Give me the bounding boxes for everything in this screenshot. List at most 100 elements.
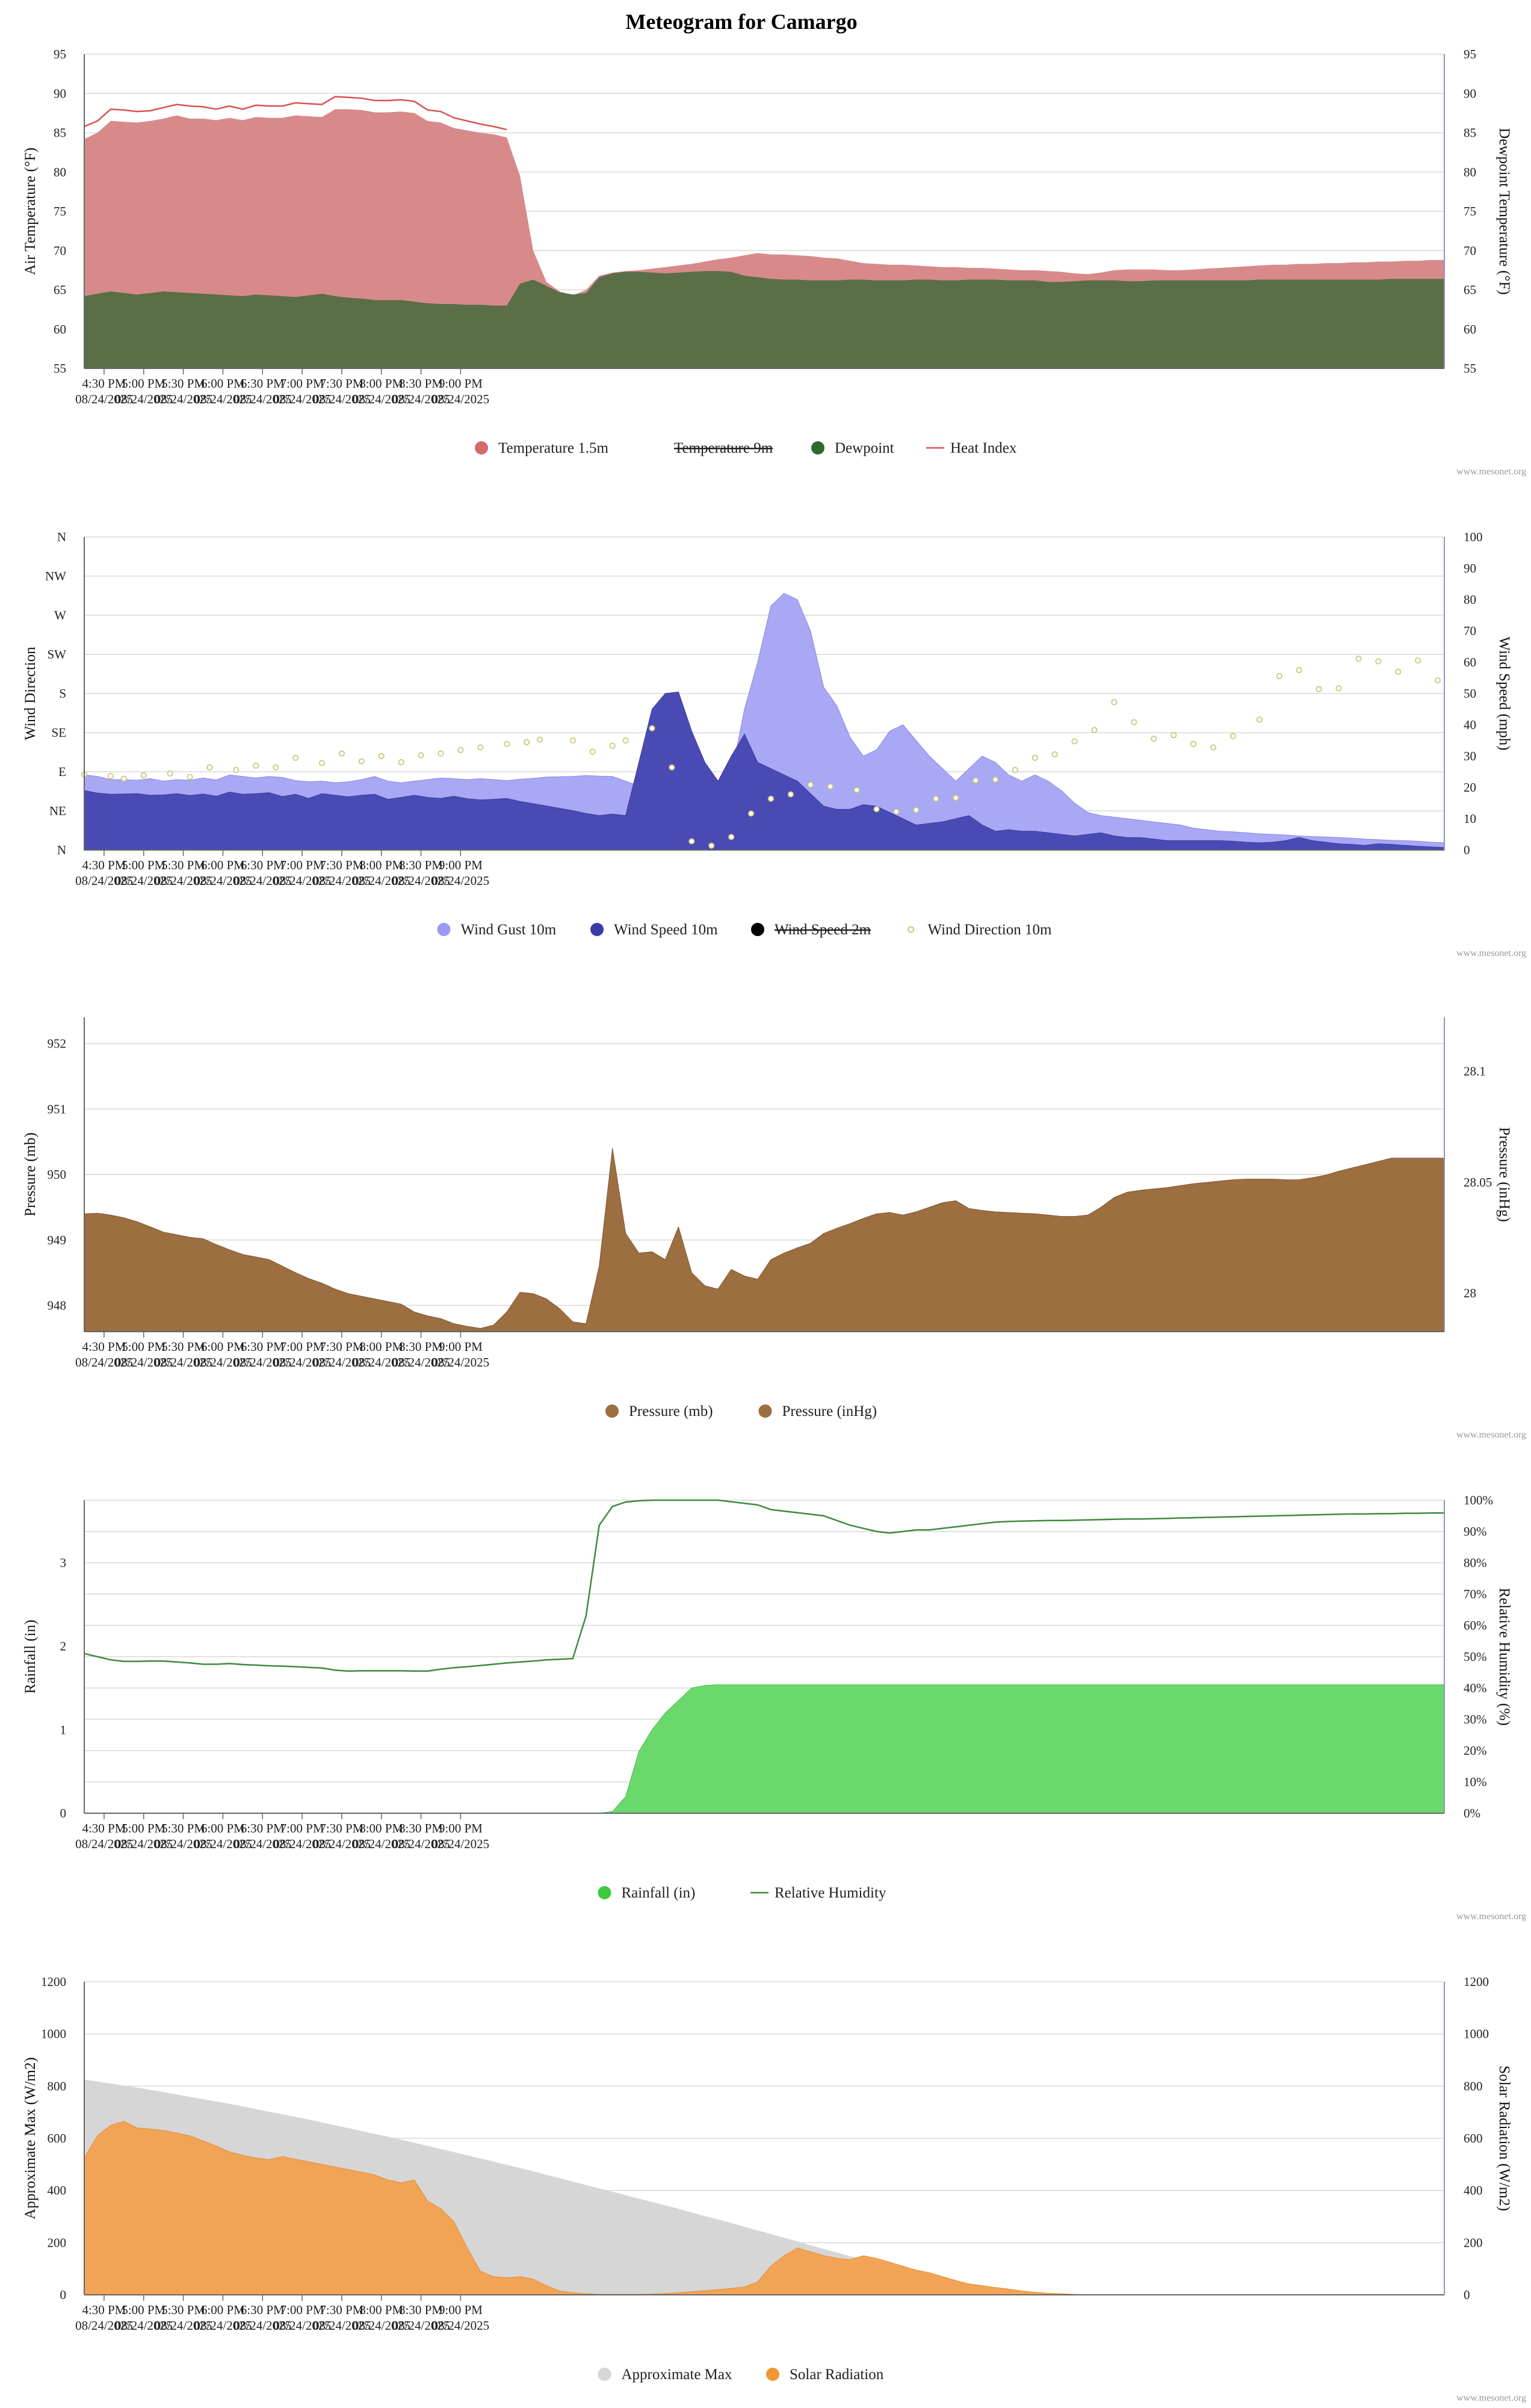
y-tick-label: 949 bbox=[48, 1233, 67, 1247]
x-tick-date: 08/24/2025 bbox=[273, 1837, 331, 1851]
wind-direction-point bbox=[688, 838, 695, 845]
x-tick-date: 08/24/2025 bbox=[432, 1355, 490, 1370]
x-tick-time: 9:00 PM bbox=[439, 1339, 483, 1354]
rainfall-area bbox=[84, 1684, 1445, 1814]
legend-label: Temperature 1.5m bbox=[498, 440, 608, 456]
x-tick-time: 8:30 PM bbox=[399, 2303, 443, 2317]
right-y-tick-label: 60 bbox=[1464, 655, 1476, 669]
x-tick-time: 8:00 PM bbox=[359, 858, 403, 872]
x-tick-date: 08/24/2025 bbox=[234, 1355, 291, 1370]
right-y-tick-label: 80 bbox=[1464, 165, 1476, 179]
y-axis-title: Approximate Max (W/m2) bbox=[22, 2057, 39, 2219]
wind-direction-point bbox=[107, 773, 114, 780]
wind-direction-point bbox=[1415, 657, 1421, 664]
x-tick-time: 7:00 PM bbox=[280, 858, 324, 872]
wind-direction-point bbox=[1012, 767, 1018, 774]
right-y-tick-label: 30% bbox=[1464, 1712, 1487, 1727]
legend-item: Solar Radiation bbox=[766, 2366, 884, 2383]
legend-label: Wind Direction 10m bbox=[928, 922, 1052, 938]
wind-direction-point bbox=[398, 759, 404, 766]
x-tick-time: 4:30 PM bbox=[82, 1339, 126, 1354]
wind-direction-point bbox=[1190, 740, 1197, 747]
x-tick-date: 08/24/2025 bbox=[155, 1355, 212, 1370]
wind-direction-point bbox=[609, 742, 616, 749]
wind-direction-point bbox=[523, 739, 530, 745]
wind-direction-point bbox=[767, 795, 775, 802]
y-tick-label: 3 bbox=[60, 1556, 67, 1570]
x-tick-time: 9:00 PM bbox=[439, 1821, 483, 1835]
x-tick-time: 4:30 PM bbox=[82, 1821, 126, 1835]
y-tick-label: 951 bbox=[48, 1102, 67, 1116]
legend-label: Wind Gust 10m bbox=[461, 922, 557, 938]
wind-direction-point bbox=[853, 787, 860, 793]
x-tick-date: 08/24/2025 bbox=[194, 392, 252, 406]
right-y-tick-label: 85 bbox=[1464, 126, 1476, 140]
right-y-tick-label: 90% bbox=[1464, 1524, 1487, 1539]
wind-direction-point bbox=[338, 750, 345, 757]
y-tick-label: 950 bbox=[48, 1167, 67, 1182]
legend-item: Heat Index bbox=[926, 440, 1017, 456]
wind-direction-point bbox=[827, 783, 834, 790]
x-tick-date: 08/24/2025 bbox=[313, 1355, 371, 1370]
legend-swatch bbox=[437, 923, 451, 936]
right-y-tick-label: 40 bbox=[1464, 718, 1476, 732]
y-tick-label: W bbox=[54, 608, 66, 622]
wind-direction-point bbox=[1375, 658, 1382, 665]
y-tick-label: 85 bbox=[54, 126, 66, 140]
right-y-tick-label: 90 bbox=[1464, 86, 1476, 101]
wind-direction-point bbox=[438, 750, 444, 757]
wind-direction-point bbox=[1131, 719, 1137, 725]
dewpoint-area bbox=[84, 271, 1444, 368]
x-tick-date: 08/24/2025 bbox=[392, 1837, 450, 1851]
wind-direction-point bbox=[418, 752, 424, 759]
x-tick-time: 6:00 PM bbox=[201, 376, 245, 391]
right-y-tick-label: 60 bbox=[1464, 322, 1476, 337]
legend-item: Temperature 1.5m bbox=[475, 440, 608, 456]
x-tick-time: 7:00 PM bbox=[280, 376, 324, 391]
wind-direction-point bbox=[913, 807, 920, 813]
wind-direction-point bbox=[504, 740, 510, 747]
x-tick-time: 5:00 PM bbox=[122, 1339, 165, 1354]
x-tick-date: 08/24/2025 bbox=[432, 874, 490, 888]
y-tick-label: NW bbox=[45, 569, 66, 583]
wind-direction-point bbox=[253, 762, 259, 769]
right-y-tick-label: 0% bbox=[1464, 1806, 1480, 1820]
wind-direction-point bbox=[669, 764, 675, 771]
legend-item: Pressure (inHg) bbox=[758, 1403, 877, 1420]
wind-direction-point bbox=[787, 791, 794, 798]
right-y-tick-label: 90 bbox=[1464, 561, 1476, 576]
humidity-line bbox=[84, 1499, 1444, 1672]
wind-direction-point bbox=[1395, 668, 1402, 675]
legend-label: Wind Speed 2m bbox=[775, 922, 871, 938]
wind-direction-point bbox=[992, 776, 999, 783]
wind-direction-point bbox=[708, 842, 715, 849]
right-y-tick-label: 75 bbox=[1464, 204, 1476, 219]
legend-item: Rainfall (in) bbox=[598, 1885, 695, 1901]
x-tick-time: 7:30 PM bbox=[320, 858, 363, 872]
right-y-tick-label: 0 bbox=[1464, 2288, 1470, 2302]
x-tick-time: 8:00 PM bbox=[359, 2303, 403, 2317]
x-tick-time: 8:00 PM bbox=[359, 1821, 403, 1835]
legend-item: Pressure (mb) bbox=[605, 1403, 713, 1420]
wind-direction-point bbox=[649, 725, 655, 731]
right-y-tick-label: 400 bbox=[1464, 2183, 1483, 2198]
x-tick-date: 08/24/2025 bbox=[115, 1355, 173, 1370]
x-tick-date: 08/24/2025 bbox=[75, 874, 133, 888]
right-y-tick-label: 28 bbox=[1464, 1286, 1476, 1300]
y-tick-label: 90 bbox=[54, 86, 66, 101]
right-y-tick-label: 70 bbox=[1464, 243, 1476, 258]
x-tick-date: 08/24/2025 bbox=[75, 1837, 133, 1851]
legend-item: Dewpoint bbox=[811, 440, 894, 456]
x-tick-date: 08/24/2025 bbox=[353, 2318, 410, 2333]
x-tick-time: 7:30 PM bbox=[320, 1821, 363, 1835]
y-tick-label: 65 bbox=[54, 283, 66, 297]
credit-text: www.mesonet.org bbox=[1456, 1430, 1526, 1440]
x-tick-date: 08/24/2025 bbox=[75, 2318, 133, 2333]
right-y-axis-title: Pressure (inHg) bbox=[1496, 1127, 1512, 1222]
x-tick-date: 08/24/2025 bbox=[432, 1837, 490, 1851]
right-y-tick-label: 200 bbox=[1464, 2235, 1483, 2250]
heat-index-line bbox=[84, 96, 507, 131]
x-tick-date: 08/24/2025 bbox=[155, 392, 212, 406]
wind-direction-point bbox=[569, 737, 576, 744]
